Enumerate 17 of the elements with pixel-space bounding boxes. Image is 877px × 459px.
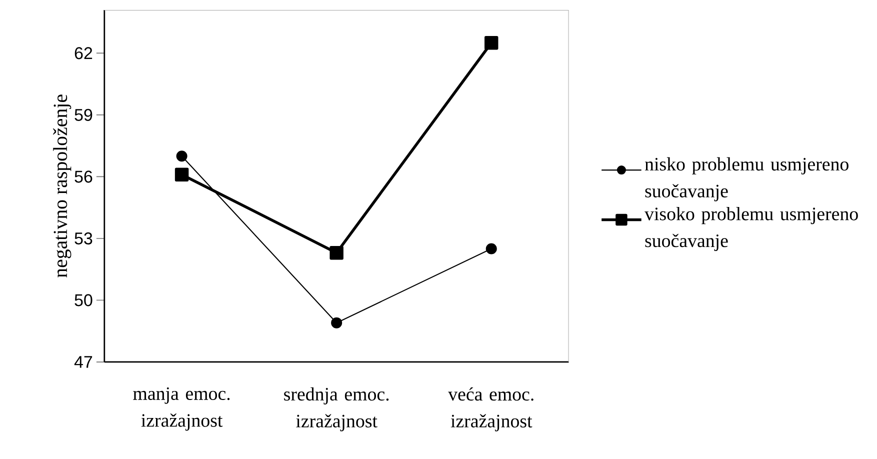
y-axis-title: negativno raspoloženje — [53, 94, 72, 278]
y-tick-label: 62 — [74, 46, 92, 60]
x-tick-label: srednja emoc. izražajnost — [284, 387, 389, 432]
point — [331, 317, 342, 328]
x-tick-label: manja emoc. izražajnost — [133, 387, 230, 431]
y-tick-label: 59 — [74, 108, 92, 121]
point — [330, 246, 344, 260]
y-tick-label: 56 — [74, 170, 92, 183]
x-tick-label: veća emoc. izražajnost — [448, 387, 534, 432]
y-tick-label: 53 — [74, 232, 92, 244]
y-tick-label: 47 — [74, 356, 92, 368]
point — [176, 150, 188, 162]
point — [174, 168, 189, 182]
point — [484, 36, 498, 50]
y-tick-label: 50 — [74, 294, 92, 306]
point — [486, 243, 497, 254]
legend-label: visoko problemu usmjereno suočavanje — [644, 206, 858, 251]
